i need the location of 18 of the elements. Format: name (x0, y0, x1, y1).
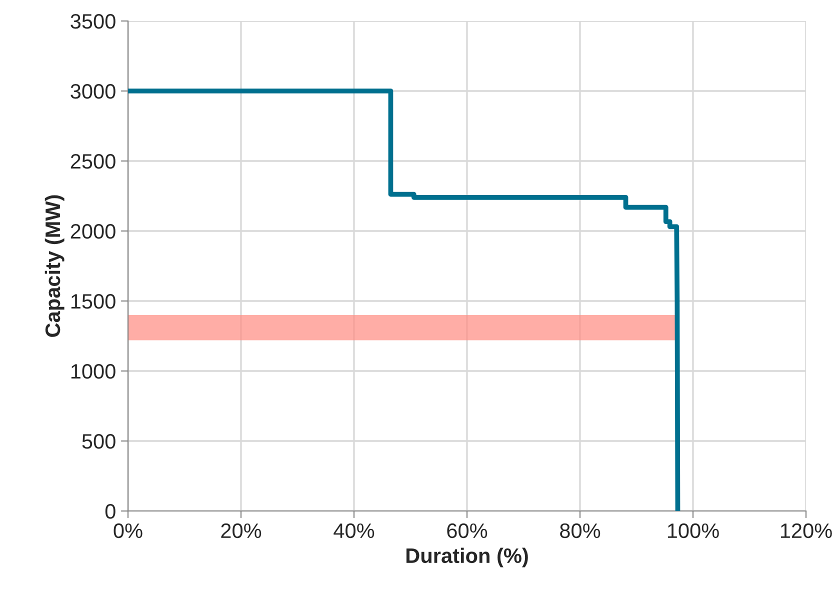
x-tick-label: 40% (334, 523, 374, 538)
x-tick-label: 100% (668, 523, 719, 538)
y-tick-label: 1000 (71, 364, 116, 379)
y-tick-label: 3000 (70, 84, 116, 99)
x-tick-label: 80% (560, 523, 600, 538)
y-tick-label: 2500 (70, 154, 116, 169)
x-tick-label: 20% (221, 523, 262, 538)
y-tick-label: 1500 (71, 294, 116, 309)
x-tick-label: 0% (114, 523, 142, 538)
y-tick-label: 0 (105, 504, 116, 519)
y-axis-title: Capacity (MW) (44, 195, 64, 337)
y-tick-label: 2000 (70, 224, 116, 239)
y-tick-label: 3500 (70, 14, 116, 29)
y-tick-label: 500 (82, 434, 116, 449)
x-tick-label: 120% (780, 523, 832, 538)
x-axis-title: Duration (%) (406, 548, 528, 568)
x-tick-label: 60% (447, 523, 488, 538)
line-series (128, 88, 680, 511)
